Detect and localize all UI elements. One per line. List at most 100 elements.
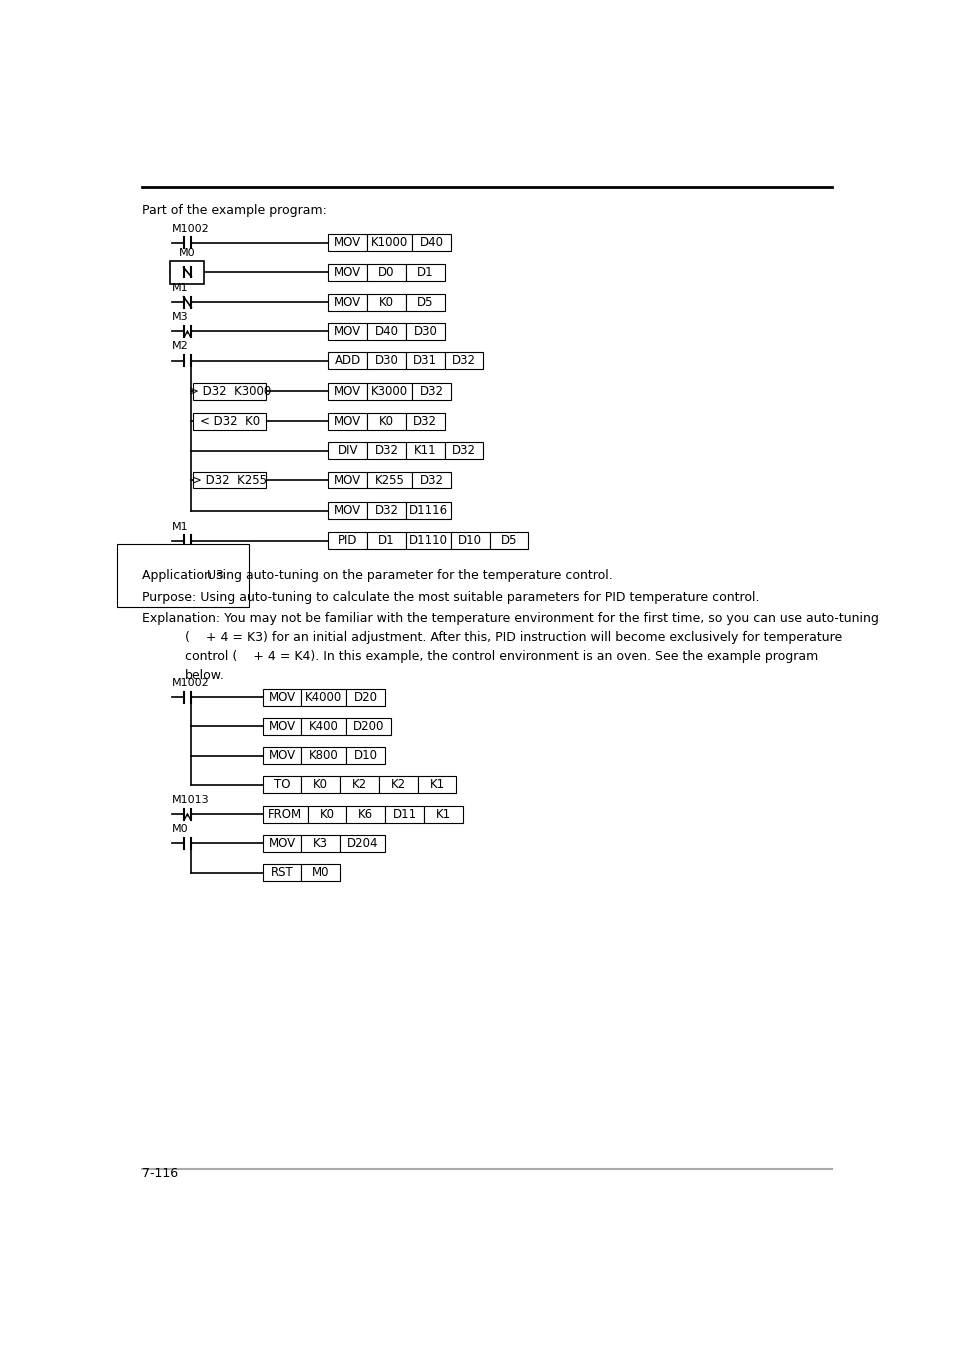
FancyBboxPatch shape: [367, 323, 406, 340]
FancyBboxPatch shape: [406, 502, 451, 520]
Text: M3: M3: [172, 312, 189, 323]
FancyBboxPatch shape: [301, 718, 346, 734]
FancyBboxPatch shape: [193, 383, 266, 400]
FancyBboxPatch shape: [193, 471, 266, 489]
FancyBboxPatch shape: [367, 502, 406, 520]
FancyBboxPatch shape: [301, 747, 346, 764]
FancyBboxPatch shape: [328, 443, 367, 459]
FancyBboxPatch shape: [328, 532, 367, 549]
Text: D32: D32: [419, 474, 443, 486]
FancyBboxPatch shape: [406, 413, 444, 429]
Text: ADD: ADD: [335, 354, 360, 367]
Text: D32: D32: [419, 385, 443, 398]
Text: MOV: MOV: [268, 749, 295, 763]
Text: MOV: MOV: [334, 325, 361, 338]
Text: K0: K0: [313, 779, 328, 791]
FancyBboxPatch shape: [340, 836, 385, 852]
FancyBboxPatch shape: [489, 532, 528, 549]
FancyBboxPatch shape: [367, 352, 406, 369]
FancyBboxPatch shape: [340, 776, 378, 794]
FancyBboxPatch shape: [385, 806, 423, 822]
Text: D30: D30: [375, 354, 398, 367]
Text: K800: K800: [309, 749, 338, 763]
Text: K0: K0: [319, 807, 335, 821]
FancyBboxPatch shape: [412, 235, 451, 251]
Text: M1: M1: [172, 284, 189, 293]
Text: RST: RST: [271, 867, 294, 879]
Text: MOV: MOV: [268, 691, 295, 703]
Text: MOV: MOV: [334, 296, 361, 309]
FancyBboxPatch shape: [328, 235, 367, 251]
Text: D200: D200: [353, 720, 384, 733]
Text: MOV: MOV: [268, 837, 295, 850]
Text: TO: TO: [274, 779, 290, 791]
FancyBboxPatch shape: [262, 776, 301, 794]
FancyBboxPatch shape: [367, 263, 406, 281]
FancyBboxPatch shape: [346, 718, 391, 734]
FancyBboxPatch shape: [444, 443, 483, 459]
FancyBboxPatch shape: [406, 294, 444, 310]
Text: D1: D1: [416, 266, 434, 278]
FancyBboxPatch shape: [406, 532, 451, 549]
Text: Purpose: Using auto-tuning to calculate the most suitable parameters for PID tem: Purpose: Using auto-tuning to calculate …: [142, 591, 760, 603]
Text: < D32  K0: < D32 K0: [199, 414, 259, 428]
Text: Using auto-tuning on the parameter for the temperature control.: Using auto-tuning on the parameter for t…: [203, 568, 612, 582]
FancyBboxPatch shape: [423, 806, 462, 822]
Text: D1110: D1110: [409, 535, 448, 547]
FancyBboxPatch shape: [406, 352, 444, 369]
FancyBboxPatch shape: [328, 383, 367, 400]
Text: K2: K2: [352, 779, 367, 791]
FancyBboxPatch shape: [367, 532, 406, 549]
Text: D32: D32: [375, 444, 398, 458]
FancyBboxPatch shape: [367, 443, 406, 459]
Text: PID: PID: [337, 535, 357, 547]
FancyBboxPatch shape: [406, 443, 444, 459]
FancyBboxPatch shape: [262, 688, 301, 706]
Text: D204: D204: [347, 837, 378, 850]
Text: below.: below.: [185, 670, 225, 683]
Text: K400: K400: [309, 720, 338, 733]
Text: D1: D1: [378, 535, 395, 547]
Text: D11: D11: [392, 807, 416, 821]
Text: MOV: MOV: [334, 505, 361, 517]
FancyBboxPatch shape: [444, 352, 483, 369]
FancyBboxPatch shape: [451, 532, 489, 549]
FancyBboxPatch shape: [412, 471, 451, 489]
FancyBboxPatch shape: [406, 263, 444, 281]
Text: K1: K1: [436, 807, 450, 821]
FancyBboxPatch shape: [262, 718, 301, 734]
Text: K1000: K1000: [371, 236, 408, 250]
FancyBboxPatch shape: [346, 747, 385, 764]
FancyBboxPatch shape: [301, 688, 346, 706]
Text: M1: M1: [172, 521, 189, 532]
FancyBboxPatch shape: [262, 864, 301, 882]
Text: > D32  K255: > D32 K255: [192, 474, 267, 486]
FancyBboxPatch shape: [171, 261, 204, 284]
FancyBboxPatch shape: [262, 836, 301, 852]
FancyBboxPatch shape: [262, 747, 301, 764]
Text: MOV: MOV: [334, 474, 361, 486]
Text: MOV: MOV: [268, 720, 295, 733]
Text: MOV: MOV: [334, 266, 361, 278]
Text: D10: D10: [354, 749, 377, 763]
FancyBboxPatch shape: [301, 864, 340, 882]
FancyBboxPatch shape: [412, 383, 451, 400]
Text: K3000: K3000: [371, 385, 408, 398]
FancyBboxPatch shape: [301, 776, 340, 794]
FancyBboxPatch shape: [406, 323, 444, 340]
Text: control (    + 4 = K4). In this example, the control environment is an oven. See: control ( + 4 = K4). In this example, th…: [185, 651, 818, 663]
Text: D20: D20: [354, 691, 377, 703]
Text: (    + 4 = K3) for an initial adjustment. After this, PID instruction will becom: ( + 4 = K3) for an initial adjustment. A…: [185, 630, 841, 644]
Text: M1013: M1013: [172, 795, 210, 805]
Text: Application 3: Application 3: [142, 568, 224, 582]
Text: D1116: D1116: [409, 505, 448, 517]
Text: DIV: DIV: [337, 444, 357, 458]
FancyBboxPatch shape: [378, 776, 417, 794]
Text: Explanation: You may not be familiar with the temperature environment for the fi: Explanation: You may not be familiar wit…: [142, 612, 879, 625]
Text: D40: D40: [419, 236, 443, 250]
FancyBboxPatch shape: [301, 836, 340, 852]
Text: K0: K0: [378, 414, 394, 428]
Text: K255: K255: [375, 474, 404, 486]
Text: K11: K11: [414, 444, 436, 458]
Text: K0: K0: [378, 296, 394, 309]
